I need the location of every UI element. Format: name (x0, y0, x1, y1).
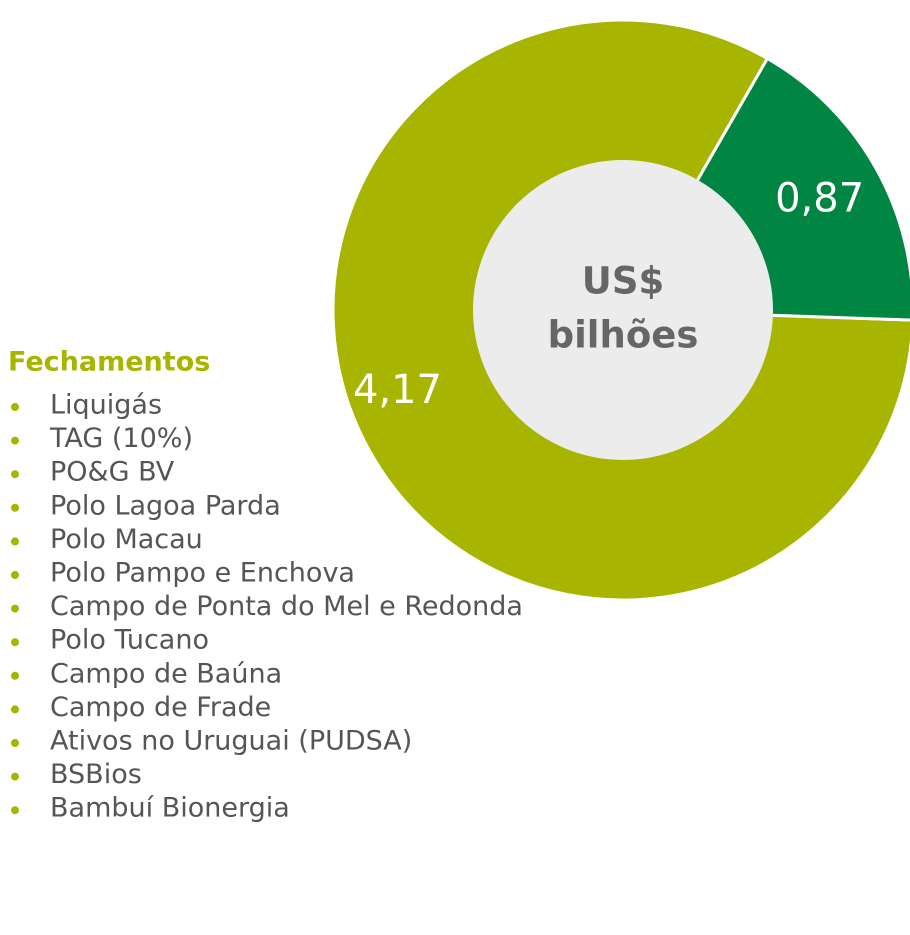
bullet (11, 671, 19, 680)
value-labels: 4,17 0,87 (353, 176, 864, 413)
bullet (11, 705, 19, 714)
list-item: Polo Tucano (50, 625, 209, 656)
center-label: bilhões (548, 314, 699, 357)
list-item: Bambuí Bionergia (50, 793, 290, 824)
value-label: 4,17 (353, 367, 442, 413)
list-item: Campo de Baúna (50, 658, 282, 689)
bullet (11, 772, 19, 781)
bullet (11, 503, 19, 512)
list-item: Campo de Frade (50, 692, 271, 723)
list-item: Ativos no Uruguai (PUDSA) (50, 726, 412, 757)
bullet (11, 638, 19, 647)
list-item: PO&G BV (50, 457, 175, 488)
list-item: BSBios (50, 759, 142, 790)
bullet (11, 470, 19, 479)
bullet (11, 571, 19, 579)
bullet (11, 537, 19, 546)
bullet (11, 806, 19, 815)
list-item: Polo Lagoa Parda (50, 490, 281, 521)
bullet (11, 739, 19, 747)
bullet (11, 604, 19, 613)
bullet (11, 436, 19, 445)
donut-hole (473, 160, 773, 460)
bullet (11, 403, 19, 411)
list-item: Liquigás (50, 390, 162, 421)
list-item: Campo de Ponta do Mel e Redonda (50, 591, 523, 622)
list-item: TAG (10%) (49, 423, 193, 454)
list-item: Polo Pampo e Enchova (50, 558, 355, 589)
value-label: 0,87 (775, 176, 864, 222)
list-title: Fechamentos (8, 347, 210, 378)
center-label: US$ (582, 260, 664, 303)
list-item: Polo Macau (50, 524, 203, 555)
